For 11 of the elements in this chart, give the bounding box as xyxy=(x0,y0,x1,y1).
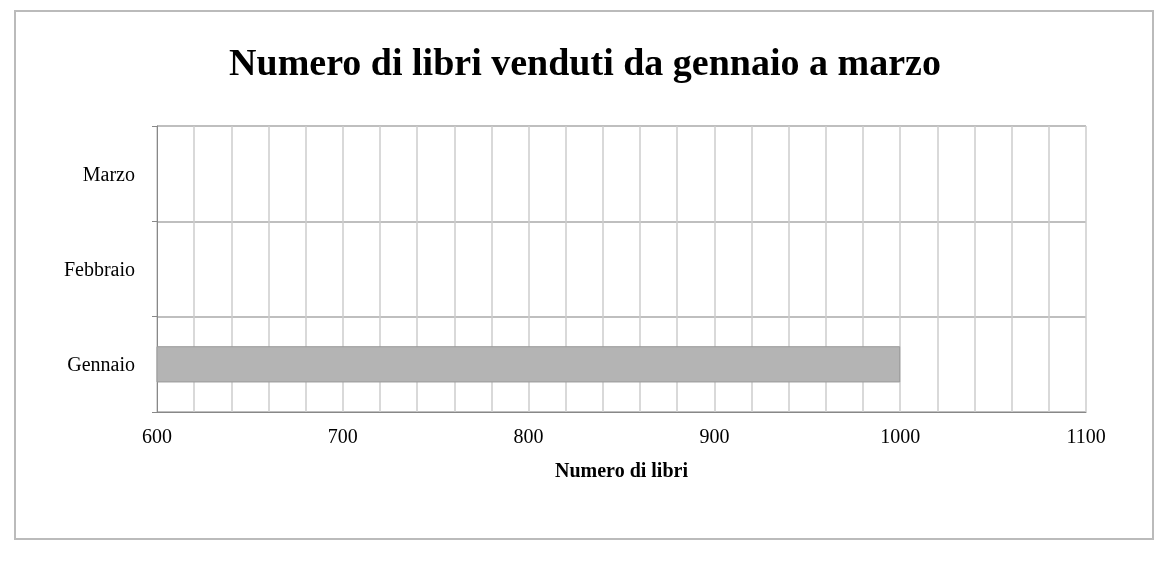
x-tick-label: 1100 xyxy=(1066,425,1106,447)
x-axis-title: Numero di libri xyxy=(555,459,689,481)
y-tick-label: Febbraio xyxy=(63,258,135,280)
x-tick-label: 800 xyxy=(513,425,544,447)
x-tick-label: 900 xyxy=(699,425,730,447)
y-tick-label: Gennaio xyxy=(67,353,135,376)
x-tick-label: 700 xyxy=(327,425,358,447)
chart-title: Numero di libri venduti da gennaio a marzo xyxy=(229,41,941,83)
x-tick-label: 600 xyxy=(142,425,172,447)
x-tick-label: 1000 xyxy=(880,425,921,447)
y-tick-label: Marzo xyxy=(82,162,135,185)
